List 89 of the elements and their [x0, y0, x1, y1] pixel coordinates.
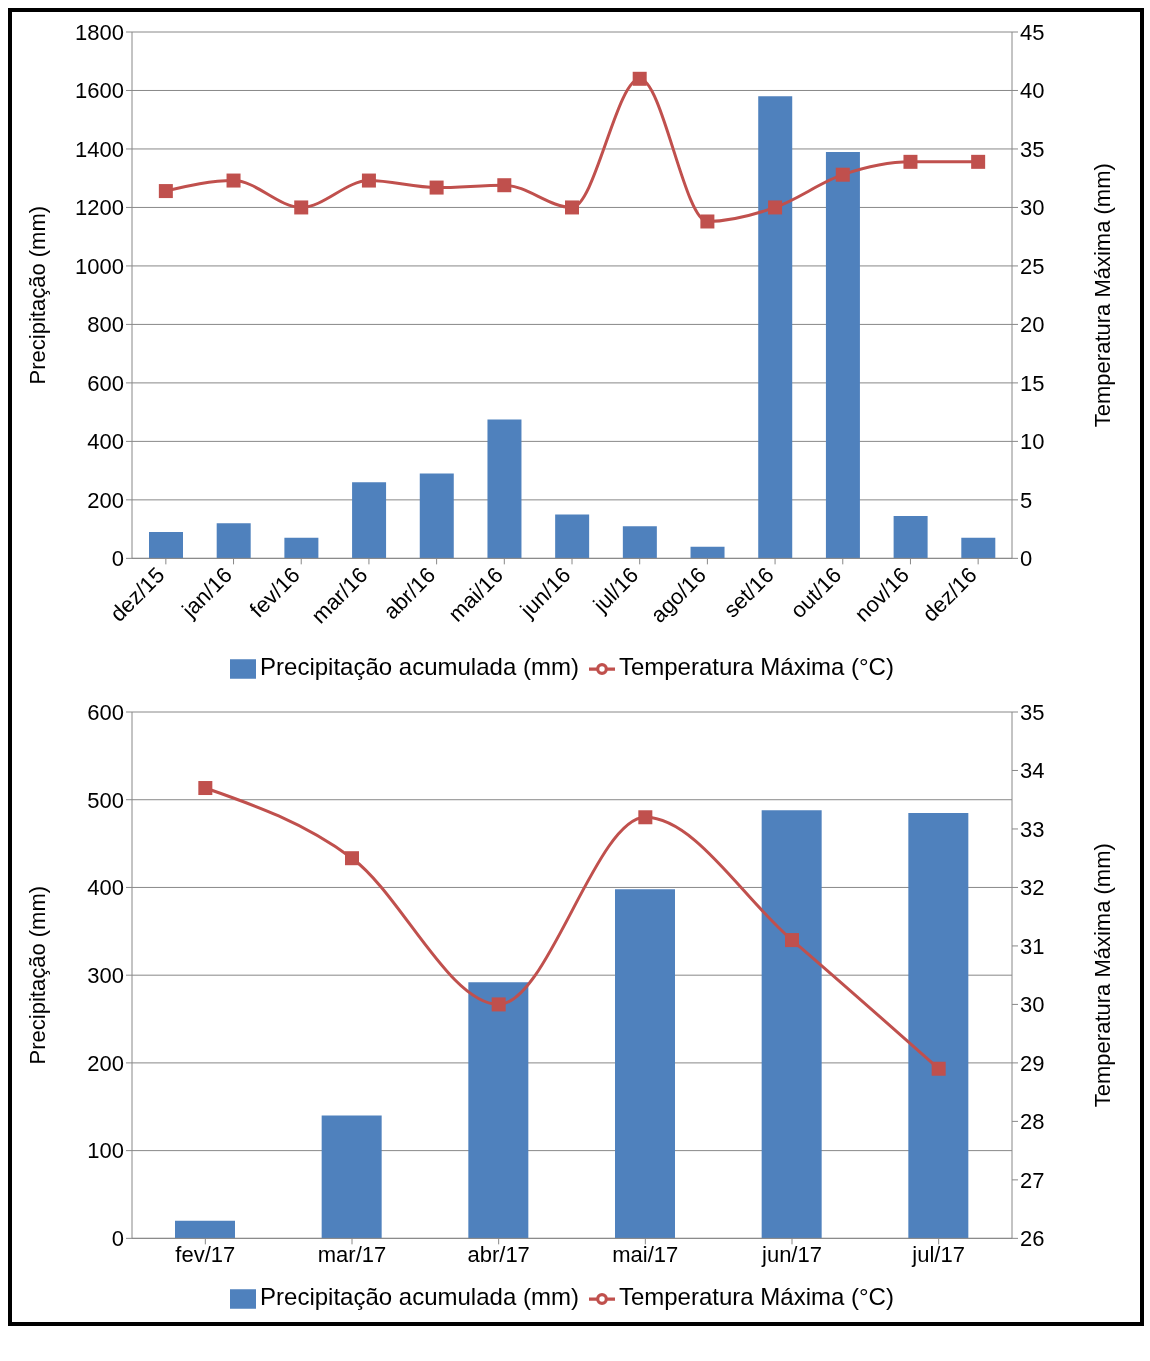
- bar: [149, 532, 183, 559]
- x-tick-label: jul/17: [911, 1241, 965, 1267]
- bar: [622, 526, 657, 559]
- legend-label: Temperatura Máxima (°C): [618, 1283, 894, 1311]
- y-tick-label: 800: [87, 312, 124, 338]
- x-tick-label: mai/17: [612, 1241, 679, 1267]
- y2-tick-label: 10: [1020, 429, 1045, 455]
- y-tick-label: 200: [87, 1050, 124, 1076]
- y-tick-label: 1600: [75, 78, 124, 104]
- bar: [961, 537, 996, 559]
- point: [903, 154, 918, 169]
- point: [785, 933, 799, 948]
- y-tick-label: 500: [87, 787, 124, 813]
- y2-tick-label: 35: [1020, 136, 1045, 162]
- point: [768, 200, 783, 215]
- y-axis-title: Precipitação (mm): [24, 205, 50, 385]
- y-tick-label: 1000: [75, 253, 124, 279]
- y-tick-label: 300: [87, 962, 124, 988]
- y2-tick-label: 15: [1020, 370, 1045, 396]
- y2-tick-label: 26: [1020, 1226, 1045, 1252]
- x-tick-label: fev/17: [175, 1241, 236, 1267]
- point: [700, 214, 715, 229]
- y-tick-label: 400: [87, 875, 124, 901]
- y-axis-title: Precipitação (mm): [24, 885, 50, 1065]
- bar: [761, 810, 822, 1239]
- bar: [908, 812, 969, 1239]
- bar: [284, 537, 319, 559]
- bar: [825, 151, 860, 559]
- y-tick-label: 400: [87, 429, 124, 455]
- bar: [615, 889, 675, 1239]
- y-tick-label: 1400: [75, 136, 124, 162]
- y-tick-label: 200: [87, 487, 124, 513]
- point: [294, 200, 309, 215]
- y-tick-label: 600: [87, 699, 124, 725]
- bar: [758, 96, 793, 559]
- point: [429, 180, 444, 195]
- point: [971, 154, 986, 169]
- y2-tick-label: 27: [1020, 1167, 1045, 1193]
- y-tick-label: 600: [87, 370, 124, 396]
- point: [361, 173, 376, 188]
- y-tick-label: 100: [87, 1138, 124, 1164]
- x-tick-label: abr/17: [467, 1241, 530, 1267]
- y2-tick-label: 30: [1020, 195, 1045, 221]
- y-tick-label: 0: [111, 1226, 124, 1252]
- y2-tick-label: 20: [1020, 312, 1045, 338]
- y2-tick-label: 0: [1020, 546, 1033, 572]
- y2-tick-label: 32: [1020, 875, 1045, 901]
- y2-tick-label: 25: [1020, 253, 1045, 279]
- bar: [468, 982, 529, 1239]
- legend-label: Temperatura Máxima (°C): [618, 653, 894, 681]
- bar: [487, 419, 522, 559]
- bar: [321, 1115, 382, 1239]
- x-tick-label: mar/17: [317, 1241, 387, 1267]
- y2-tick-label: 31: [1020, 933, 1045, 959]
- point: [226, 173, 241, 188]
- y-tick-label: 1200: [75, 195, 124, 221]
- y2-axis-title: Temperatura Máxima (mm): [1089, 843, 1115, 1108]
- y2-tick-label: 40: [1020, 78, 1045, 104]
- bar: [352, 482, 387, 559]
- bar: [175, 1220, 235, 1239]
- point: [158, 184, 173, 199]
- point: [835, 167, 850, 182]
- bar: [555, 514, 590, 559]
- point: [565, 200, 579, 215]
- y2-tick-label: 29: [1020, 1050, 1045, 1076]
- point: [497, 178, 512, 193]
- bar: [690, 546, 725, 559]
- point: [198, 781, 213, 796]
- bar: [893, 515, 928, 559]
- y2-tick-label: 34: [1020, 758, 1045, 784]
- point: [345, 851, 359, 866]
- y2-tick-label: 30: [1020, 992, 1045, 1018]
- legend-label: Precipitação acumulada (mm): [260, 653, 579, 681]
- legend-label: Precipitação acumulada (mm): [260, 1283, 579, 1311]
- bar: [419, 473, 454, 559]
- y2-tick-label: 28: [1020, 1109, 1045, 1135]
- y2-tick-label: 35: [1020, 699, 1045, 725]
- y2-tick-label: 33: [1020, 816, 1045, 842]
- point: [638, 810, 653, 825]
- y2-tick-label: 5: [1020, 487, 1033, 513]
- y2-tick-label: 45: [1020, 19, 1045, 45]
- y2-axis-title: Temperatura Máxima (mm): [1089, 163, 1115, 428]
- y-tick-label: 0: [111, 546, 124, 572]
- point: [491, 997, 506, 1012]
- y-tick-label: 1800: [75, 19, 124, 45]
- point: [931, 1061, 946, 1076]
- bar: [216, 523, 251, 559]
- point: [632, 71, 647, 86]
- x-tick-label: jun/17: [761, 1241, 822, 1267]
